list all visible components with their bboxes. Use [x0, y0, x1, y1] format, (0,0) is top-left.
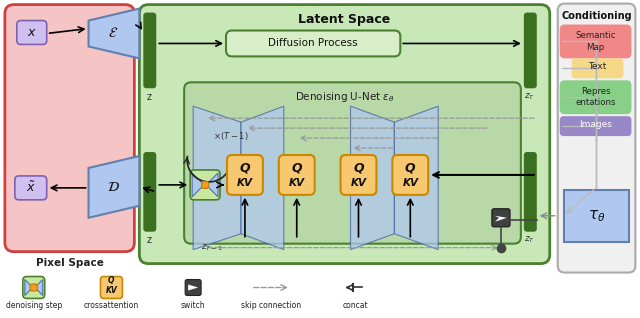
Text: $\times(T-1)$: $\times(T-1)$: [213, 130, 248, 142]
Polygon shape: [88, 9, 140, 59]
Polygon shape: [25, 280, 33, 295]
FancyBboxPatch shape: [560, 80, 632, 114]
Text: Images: Images: [579, 120, 612, 129]
FancyBboxPatch shape: [185, 280, 201, 295]
Polygon shape: [188, 285, 198, 290]
FancyBboxPatch shape: [227, 155, 263, 195]
FancyBboxPatch shape: [140, 4, 550, 264]
FancyBboxPatch shape: [202, 181, 209, 188]
Text: Diffusion Process: Diffusion Process: [268, 38, 358, 48]
Text: $z_T$: $z_T$: [524, 235, 535, 245]
Polygon shape: [495, 216, 507, 222]
Text: $\mathcal{D}$: $\mathcal{D}$: [107, 180, 120, 194]
Text: Q
KV: Q KV: [106, 276, 117, 295]
Text: Denoising U-Net $\epsilon_\theta$: Denoising U-Net $\epsilon_\theta$: [294, 90, 394, 104]
FancyBboxPatch shape: [143, 152, 156, 232]
Text: $\mathcal{E}$: $\mathcal{E}$: [108, 26, 118, 40]
Text: $\tilde{x}$: $\tilde{x}$: [26, 181, 36, 195]
FancyBboxPatch shape: [572, 59, 623, 78]
Text: skip connection: skip connection: [241, 301, 301, 310]
Polygon shape: [35, 280, 43, 295]
Polygon shape: [206, 173, 218, 197]
Text: crossattention: crossattention: [84, 301, 139, 310]
FancyBboxPatch shape: [560, 116, 632, 136]
Text: z: z: [147, 235, 152, 245]
FancyBboxPatch shape: [492, 209, 510, 227]
FancyBboxPatch shape: [560, 24, 632, 59]
Text: $z_T$: $z_T$: [524, 91, 535, 102]
Text: $\tau_\theta$: $\tau_\theta$: [588, 208, 605, 224]
FancyBboxPatch shape: [30, 284, 37, 291]
FancyBboxPatch shape: [5, 4, 134, 252]
FancyBboxPatch shape: [184, 82, 521, 244]
Text: Conditioning: Conditioning: [561, 10, 632, 21]
FancyBboxPatch shape: [340, 155, 376, 195]
Polygon shape: [193, 106, 241, 250]
FancyBboxPatch shape: [190, 170, 220, 200]
Text: Q: Q: [239, 162, 250, 175]
FancyBboxPatch shape: [524, 152, 537, 232]
Text: KV: KV: [237, 178, 253, 188]
FancyBboxPatch shape: [15, 176, 47, 200]
FancyBboxPatch shape: [100, 277, 122, 299]
FancyBboxPatch shape: [226, 31, 401, 56]
Text: Q: Q: [291, 162, 302, 175]
Polygon shape: [394, 106, 438, 250]
Text: z: z: [147, 92, 152, 102]
Text: KV: KV: [351, 178, 367, 188]
Text: switch: switch: [181, 301, 205, 310]
FancyBboxPatch shape: [279, 155, 315, 195]
FancyBboxPatch shape: [524, 13, 537, 88]
FancyBboxPatch shape: [392, 155, 428, 195]
Text: denoising step: denoising step: [6, 301, 62, 310]
Text: Q: Q: [405, 162, 415, 175]
Text: Text: Text: [588, 62, 607, 71]
FancyBboxPatch shape: [557, 3, 636, 273]
Text: Latent Space: Latent Space: [298, 13, 390, 25]
Polygon shape: [241, 106, 284, 250]
Polygon shape: [88, 156, 140, 218]
Text: KV: KV: [289, 178, 305, 188]
FancyBboxPatch shape: [143, 13, 156, 88]
Text: Semantic
Map: Semantic Map: [575, 31, 616, 52]
Text: concat: concat: [342, 301, 368, 310]
Text: $x$: $x$: [27, 26, 36, 39]
FancyBboxPatch shape: [23, 277, 45, 299]
Text: Pixel Space: Pixel Space: [36, 258, 104, 268]
Polygon shape: [564, 190, 629, 242]
Polygon shape: [192, 173, 204, 197]
FancyBboxPatch shape: [17, 21, 47, 45]
Text: KV: KV: [403, 178, 419, 188]
Text: Repres
entations: Repres entations: [575, 87, 616, 107]
Text: Q: Q: [353, 162, 364, 175]
Text: $z_{T-1}$: $z_{T-1}$: [201, 243, 223, 253]
Polygon shape: [351, 106, 394, 250]
